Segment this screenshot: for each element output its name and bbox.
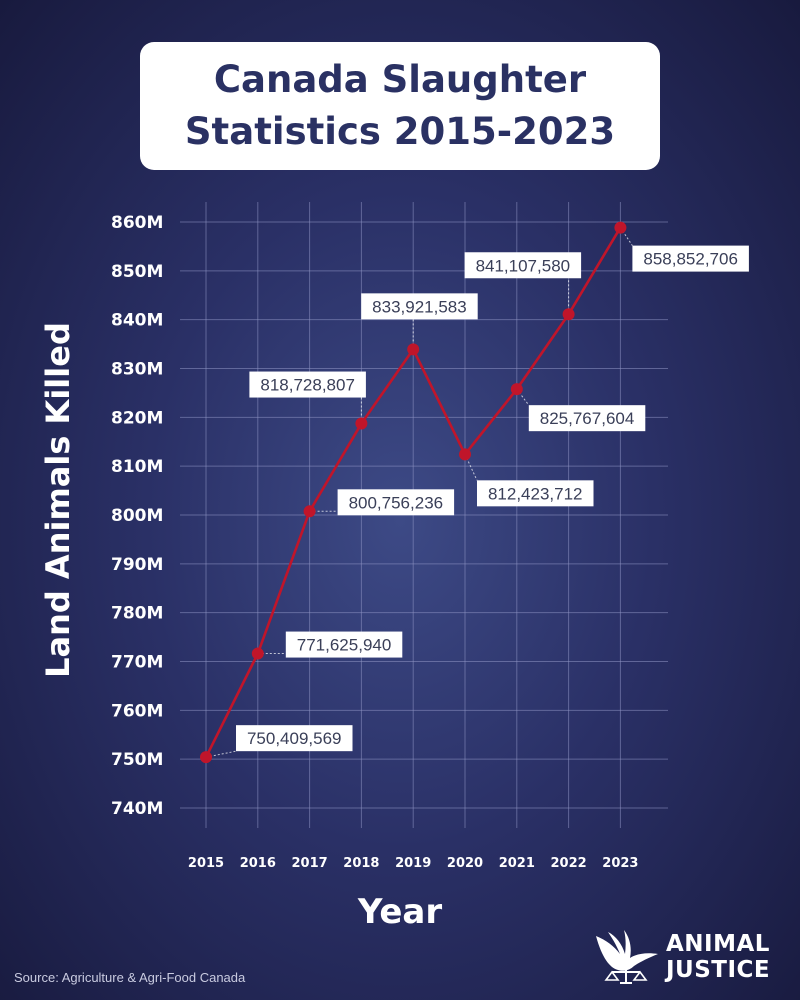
y-tick-label: 770M (111, 653, 163, 673)
data-point (407, 343, 420, 356)
data-label: 818,728,807 (249, 371, 366, 398)
data-label-box (285, 631, 403, 658)
data-label-box (361, 293, 478, 320)
data-label-text: 841,107,580 (476, 256, 571, 275)
logo-line-1: ANIMAL (666, 931, 770, 957)
data-labels: 750,409,569 771,625,940 800,756,236 818,728… (236, 245, 749, 752)
x-axis-label: Year (357, 892, 443, 932)
data-label: 812,423,712 (477, 480, 594, 507)
chart-title-line-2: Statistics 2015-2023 (184, 110, 616, 153)
chart-title-line-1: Canada Slaughter (213, 58, 587, 101)
data-label: 858,852,706 (632, 245, 749, 272)
animal-justice-logo: ANIMAL JUSTICE (592, 928, 792, 988)
data-label: 841,107,580 (464, 252, 582, 279)
data-point (303, 505, 316, 518)
data-label-text: 800,756,236 (349, 493, 444, 512)
x-tick-label: 2021 (499, 856, 535, 871)
y-tick-label: 840M (111, 311, 163, 331)
y-tick-label: 740M (111, 799, 163, 819)
data-label: 833,921,583 (361, 293, 478, 320)
x-tick-label: 2022 (551, 856, 587, 871)
data-label-text: 825,767,604 (540, 409, 635, 428)
data-label-text: 771,625,940 (297, 636, 392, 655)
x-tick-label: 2019 (395, 856, 431, 871)
y-tick-label: 830M (111, 360, 163, 380)
data-label-text: 833,921,583 (372, 297, 467, 316)
data-label-box (236, 725, 353, 752)
data-point (510, 383, 523, 396)
data-point (251, 647, 264, 660)
y-tick-label: 860M (111, 213, 163, 233)
data-label-text: 750,409,569 (247, 729, 342, 748)
data-label-text: 818,728,807 (260, 376, 355, 395)
y-axis-label: Land Animals Killed (39, 322, 77, 678)
x-tick-label: 2023 (602, 856, 638, 871)
data-point (355, 417, 368, 430)
x-tick-label: 2020 (447, 856, 483, 871)
y-tick-label: 820M (111, 408, 163, 428)
data-label-box (249, 371, 366, 398)
x-axis-ticks: 2015 2016 2017 2018 2019 2020 2021 2022 2023 (188, 856, 639, 871)
data-label-box (464, 252, 582, 279)
x-tick-label: 2016 (240, 856, 276, 871)
x-tick-label: 2017 (292, 856, 328, 871)
y-axis-ticks: 740M 750M 760M 770M 780M 790M 800M 810M 820M 830M… (111, 213, 163, 819)
data-point (614, 221, 627, 234)
y-tick-label: 810M (111, 457, 163, 477)
data-label: 771,625,940 (285, 631, 403, 658)
y-tick-label: 780M (111, 604, 163, 624)
data-label: 800,756,236 (337, 489, 455, 516)
x-tick-label: 2015 (188, 856, 224, 871)
chart-title: Canada Slaughter Statistics 2015-2023 (140, 42, 660, 170)
data-label-text: 858,852,706 (643, 250, 738, 269)
data-points (200, 221, 627, 764)
y-tick-label: 750M (111, 750, 163, 770)
leader-line (516, 388, 530, 406)
data-point (200, 751, 212, 764)
data-label-box (632, 245, 749, 272)
data-label-box (337, 489, 455, 516)
logo-wordmark: ANIMAL JUSTICE (666, 931, 770, 983)
logo-line-2: JUSTICE (666, 957, 771, 983)
data-point (562, 308, 575, 321)
data-label-box (477, 480, 594, 507)
data-label-box (528, 405, 646, 432)
data-label: 750,409,569 (236, 725, 353, 752)
dove-scales-icon (596, 930, 658, 984)
data-label-text: 812,423,712 (488, 484, 583, 503)
data-label: 825,767,604 (528, 405, 646, 432)
y-tick-label: 760M (111, 701, 163, 721)
source-note: Source: Agriculture & Agri-Food Canada (14, 970, 246, 985)
data-point (459, 448, 471, 461)
y-tick-label: 800M (111, 506, 163, 526)
y-tick-label: 790M (111, 555, 163, 575)
x-tick-label: 2018 (343, 856, 379, 871)
y-tick-label: 850M (111, 262, 163, 282)
